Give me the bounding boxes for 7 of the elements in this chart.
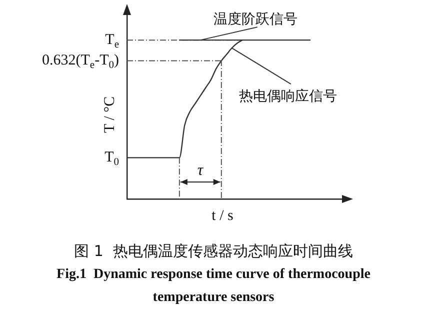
series-label: 温度阶跃信号 — [213, 12, 298, 28]
text: 热电偶响应信号 — [238, 88, 337, 105]
text: 图 1 热电偶温度传感器动态响应时间曲线 — [73, 242, 354, 261]
x-axis-title: t / s — [212, 208, 234, 224]
annotation: τ — [197, 162, 204, 180]
text: Fig.1 Dynamic response time curve of thermocouple temperature sensors — [56, 266, 372, 307]
y-axis-title: T / °C — [102, 96, 118, 133]
